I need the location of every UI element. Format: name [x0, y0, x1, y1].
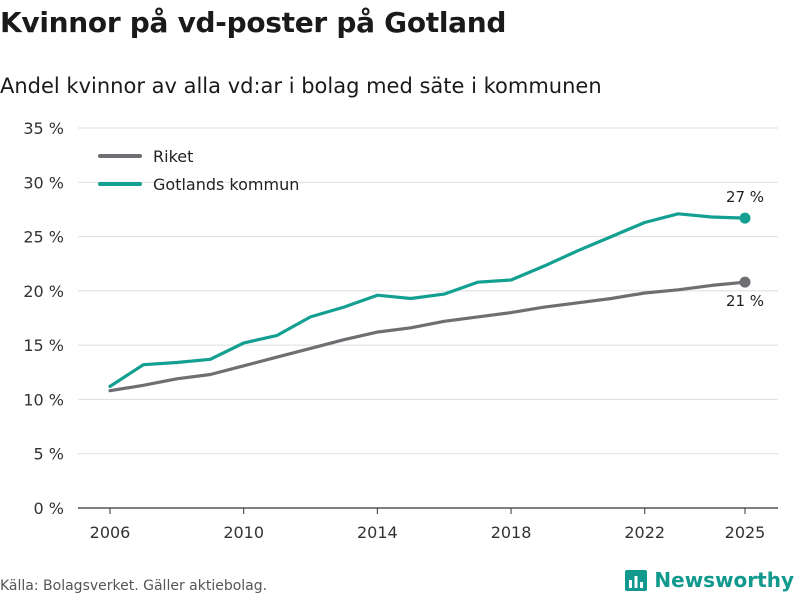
series-line-gotlands-kommun — [108, 212, 747, 388]
end-value-label: 27 % — [726, 188, 764, 206]
newsworthy-logo-icon — [625, 570, 648, 591]
y-tick-label: 30 % — [23, 173, 64, 192]
series-end-point — [739, 212, 751, 224]
y-axis: 0 % 5 % 10 % 15 % 20 % 25 % 30 % 35 % — [23, 119, 64, 518]
y-tick-label: 20 % — [23, 282, 64, 301]
legend-label: Riket — [153, 147, 193, 166]
x-tick-label: 2010 — [223, 523, 264, 542]
legend-label: Gotlands kommun — [153, 175, 299, 194]
legend: Riket Gotlands kommun — [98, 147, 299, 194]
brand-logo: Newsworthy — [624, 568, 794, 592]
x-tick-label: 2018 — [491, 523, 532, 542]
source-note: Källa: Bolagsverket. Gäller aktiebolag. — [0, 578, 268, 594]
brand-name: Newsworthy — [654, 568, 794, 592]
series-layer: 21 % 27 % — [108, 188, 764, 393]
x-tick-label: 2014 — [357, 523, 398, 542]
x-tick-label: 2006 — [90, 523, 131, 542]
x-tick-label: 2022 — [624, 523, 665, 542]
x-tick-label: 2025 — [725, 523, 766, 542]
y-tick-label: 10 % — [23, 390, 64, 409]
x-axis: 2006 2010 2014 2018 2022 2025 — [90, 508, 766, 542]
y-tick-label: 5 % — [34, 445, 64, 464]
y-tick-label: 15 % — [23, 336, 64, 355]
y-tick-label: 35 % — [23, 119, 64, 138]
series-end-point — [739, 276, 751, 288]
end-value-label: 21 % — [726, 292, 764, 310]
chart-subtitle: Andel kvinnor av alla vd:ar i bolag med … — [0, 74, 602, 98]
grid-lines — [78, 127, 778, 509]
series-line-riket — [108, 280, 747, 393]
y-tick-label: 25 % — [23, 228, 64, 247]
y-tick-label: 0 % — [34, 499, 64, 518]
chart-title: Kvinnor på vd-poster på Gotland — [0, 6, 507, 39]
